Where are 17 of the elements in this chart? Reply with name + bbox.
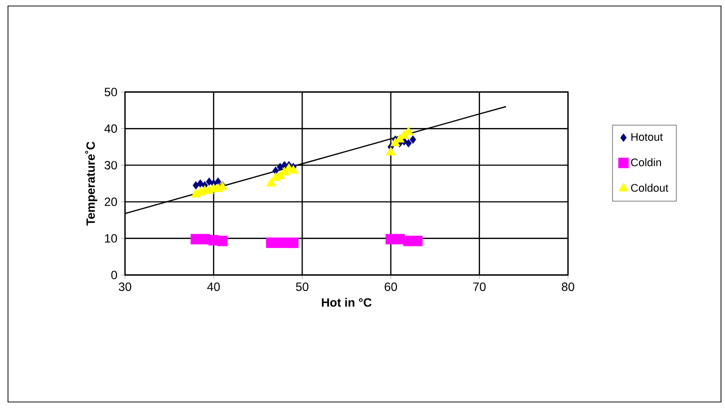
y-tick-label: 20 [104, 198, 118, 206]
y-tick-label: 50 [104, 88, 118, 96]
x-tick-label: 30 [118, 282, 132, 292]
x-tick-label: 60 [384, 282, 398, 292]
x-tick-label: 80 [562, 282, 574, 292]
y-tick-label: 40 [104, 124, 118, 133]
legend-label: Coldout [631, 184, 668, 192]
y-tick-label: 0 [111, 270, 118, 280]
legend-label: Coldin [631, 158, 661, 166]
x-tick-label: 70 [473, 282, 486, 292]
x-tick-label: 50 [296, 282, 308, 292]
y-tick-label: 30 [104, 160, 118, 170]
legend-label: Hotout [631, 133, 663, 141]
y-tick-label: 10 [105, 234, 118, 243]
y-axis-title: Temperature˚C [85, 142, 98, 226]
x-tick-label: 40 [207, 282, 220, 292]
x-axis-title: Hot in °C [322, 298, 372, 307]
